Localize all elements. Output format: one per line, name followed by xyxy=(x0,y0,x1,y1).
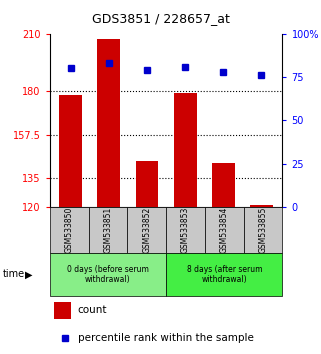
Bar xyxy=(212,163,235,207)
Bar xyxy=(244,207,282,253)
Bar xyxy=(55,302,71,319)
Text: GSM533851: GSM533851 xyxy=(103,207,112,253)
Text: count: count xyxy=(78,306,107,315)
Text: GSM533855: GSM533855 xyxy=(259,207,268,253)
Bar xyxy=(166,207,205,253)
Text: percentile rank within the sample: percentile rank within the sample xyxy=(78,333,254,343)
Bar xyxy=(50,253,166,296)
Text: GSM533853: GSM533853 xyxy=(181,207,190,253)
Text: GDS3851 / 228657_at: GDS3851 / 228657_at xyxy=(91,12,230,25)
Text: time: time xyxy=(3,269,25,279)
Bar xyxy=(50,207,89,253)
Bar xyxy=(98,39,120,207)
Bar xyxy=(205,207,244,253)
Text: GSM533852: GSM533852 xyxy=(142,207,151,253)
Bar xyxy=(127,207,166,253)
Text: 0 days (before serum
withdrawal): 0 days (before serum withdrawal) xyxy=(67,265,149,284)
Bar xyxy=(250,205,273,207)
Bar xyxy=(135,161,159,207)
Text: GSM533854: GSM533854 xyxy=(220,207,229,253)
Text: ▶: ▶ xyxy=(25,269,33,279)
Text: 8 days (after serum
withdrawal): 8 days (after serum withdrawal) xyxy=(187,265,262,284)
Bar xyxy=(174,93,197,207)
Text: GSM533850: GSM533850 xyxy=(65,207,74,253)
Bar xyxy=(59,95,82,207)
Bar xyxy=(166,253,282,296)
Bar xyxy=(89,207,127,253)
